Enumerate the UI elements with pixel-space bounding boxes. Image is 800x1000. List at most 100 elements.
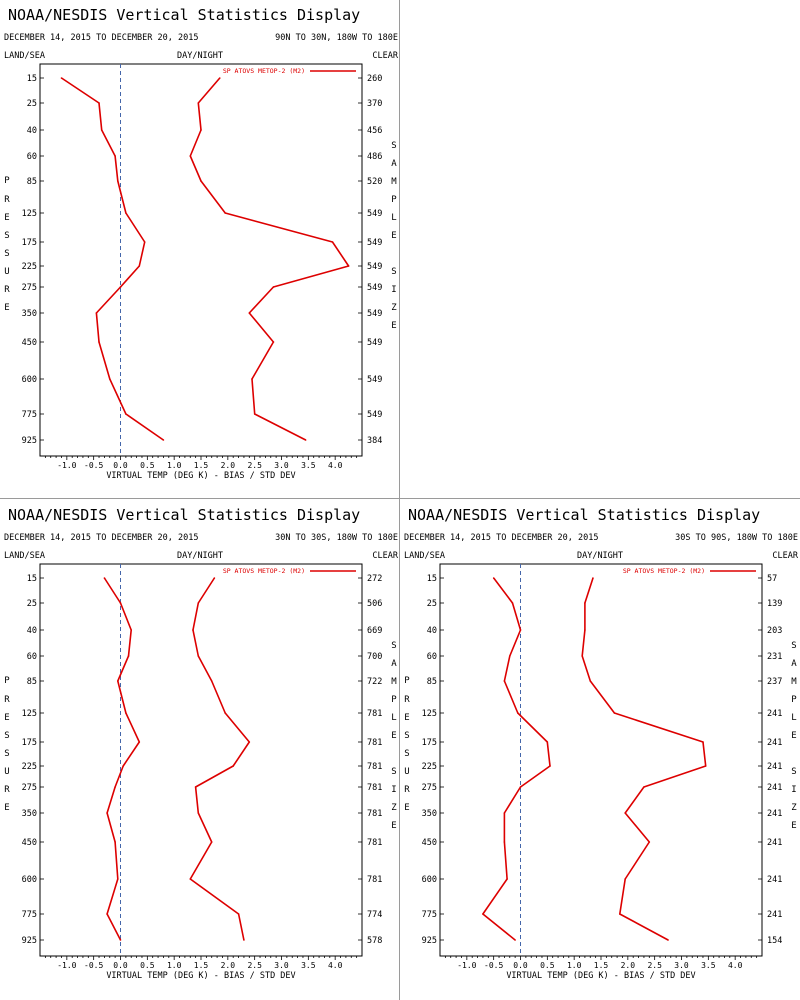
bias-point xyxy=(108,378,111,380)
vertical-stats-chart-south: NOAA/NESDIS Vertical Statistics Display D… xyxy=(404,506,799,981)
panel-tropics: NOAA/NESDIS Vertical Statistics Display D… xyxy=(0,500,400,1000)
sample-size-axis-letter: E xyxy=(391,821,396,831)
sample-size-axis-letter: S xyxy=(791,641,796,651)
sample-size-axis-letter: Z xyxy=(391,803,397,813)
x-tick-label: -0.5 xyxy=(84,461,103,470)
pressure-level-label: 60 xyxy=(27,152,37,162)
pressure-level-label: 175 xyxy=(22,238,37,248)
sample-size-axis-letter: P xyxy=(391,695,397,705)
chart-title: NOAA/NESDIS Vertical Statistics Display xyxy=(8,506,360,524)
legend-label: SP ATOVS METOP-2 (M2) xyxy=(223,567,305,575)
vertical-divider xyxy=(399,0,400,1000)
pressure-axis-letter: P xyxy=(4,676,10,686)
bias-point xyxy=(117,680,119,682)
date-range: DECEMBER 14, 2015 TO DECEMBER 20, 2015 xyxy=(404,533,598,543)
std-dev-point xyxy=(197,602,200,604)
std-dev-point xyxy=(248,312,251,314)
sample-size-label: 241 xyxy=(767,910,782,920)
pressure-level-label: 40 xyxy=(427,626,437,636)
std-dev-point xyxy=(624,878,626,880)
sample-size-label: 781 xyxy=(367,875,382,885)
vertical-stats-chart-tropics: NOAA/NESDIS Vertical Statistics Display D… xyxy=(4,506,399,981)
clear-label: CLEAR xyxy=(372,551,398,561)
pressure-level-label: 85 xyxy=(27,677,37,687)
day-night-label: DAY/NIGHT xyxy=(577,551,623,561)
pressure-axis-letter: U xyxy=(4,767,9,777)
std-dev-point xyxy=(667,939,669,941)
sample-size-label: 272 xyxy=(367,574,382,584)
sample-size-label: 549 xyxy=(367,209,382,219)
bias-point xyxy=(503,841,506,843)
sample-size-label: 241 xyxy=(767,838,782,848)
bias-point xyxy=(511,602,514,604)
x-tick-label: 3.0 xyxy=(674,961,689,970)
land-sea-label: LAND/SEA xyxy=(404,551,445,561)
pressure-level-label: 775 xyxy=(422,910,437,920)
std-dev-point xyxy=(200,180,202,182)
pressure-level-label: 15 xyxy=(27,574,37,584)
pressure-axis-letter: S xyxy=(404,731,409,741)
bias-point xyxy=(546,741,549,743)
sample-size-axis-letter: S xyxy=(791,767,796,777)
bias-point xyxy=(517,712,519,714)
sample-size-label: 241 xyxy=(767,783,782,793)
pressure-axis-letter: E xyxy=(4,213,9,223)
sample-size-label: 241 xyxy=(767,709,782,719)
sample-size-axis-letter: E xyxy=(391,731,396,741)
std-dev-point xyxy=(253,413,256,415)
sample-size-label: 549 xyxy=(367,410,382,420)
sample-size-label: 486 xyxy=(367,152,382,162)
std-dev-point xyxy=(704,765,707,767)
pressure-level-label: 450 xyxy=(422,838,437,848)
x-tick-label: 2.5 xyxy=(247,961,262,970)
sample-size-label: 139 xyxy=(767,599,782,609)
sample-size-label: 241 xyxy=(767,875,782,885)
bias-point xyxy=(60,77,63,79)
sample-size-label: 578 xyxy=(367,936,382,946)
x-tick-label: 3.5 xyxy=(701,961,716,970)
sample-size-label: 781 xyxy=(367,738,382,748)
x-tick-label: 2.0 xyxy=(621,961,636,970)
pressure-level-label: 275 xyxy=(22,783,37,793)
pressure-level-label: 40 xyxy=(27,626,37,636)
sample-size-label: 384 xyxy=(367,436,382,446)
sample-size-label: 241 xyxy=(767,762,782,772)
sample-size-axis-letter: A xyxy=(391,659,397,669)
pressure-level-label: 85 xyxy=(427,677,437,687)
pressure-level-label: 25 xyxy=(27,99,37,109)
bias-point xyxy=(127,655,130,657)
plot-frame xyxy=(39,563,363,957)
pressure-axis-letter: E xyxy=(4,803,9,813)
std-dev-point xyxy=(237,913,240,915)
sample-size-axis-letter: M xyxy=(391,177,397,187)
pressure-axis-letter: U xyxy=(4,267,9,277)
std-dev-point xyxy=(224,212,226,214)
std-dev-point xyxy=(347,265,350,267)
std-dev-point xyxy=(189,155,192,157)
bias-point xyxy=(114,786,116,788)
x-tick-label: 1.0 xyxy=(167,461,182,470)
sample-size-label: 549 xyxy=(367,309,382,319)
x-tick-label: 0.5 xyxy=(140,461,155,470)
std-dev-point xyxy=(584,629,586,631)
sample-size-label: 506 xyxy=(367,599,382,609)
pressure-level-label: 225 xyxy=(422,762,437,772)
bias-point xyxy=(519,786,522,788)
empty-panel xyxy=(400,0,800,498)
std-dev-point xyxy=(272,286,275,288)
pressure-level-label: 350 xyxy=(22,309,37,319)
bias-point xyxy=(162,439,165,441)
std-dev-point xyxy=(210,841,213,843)
sample-size-label: 237 xyxy=(767,677,782,687)
sample-size-axis-letter: A xyxy=(791,659,797,669)
std-dev-point xyxy=(304,439,307,441)
bias-point xyxy=(125,212,127,214)
bias-point xyxy=(503,812,506,814)
std-dev-point xyxy=(197,102,200,104)
sample-size-axis-letter: Z xyxy=(391,303,397,313)
pressure-axis-letter: S xyxy=(4,731,9,741)
bias-point xyxy=(125,712,127,714)
panel-north: NOAA/NESDIS Vertical Statistics Display D… xyxy=(0,0,400,500)
pressure-level-label: 175 xyxy=(422,738,437,748)
pressure-axis-letter: R xyxy=(4,785,10,795)
